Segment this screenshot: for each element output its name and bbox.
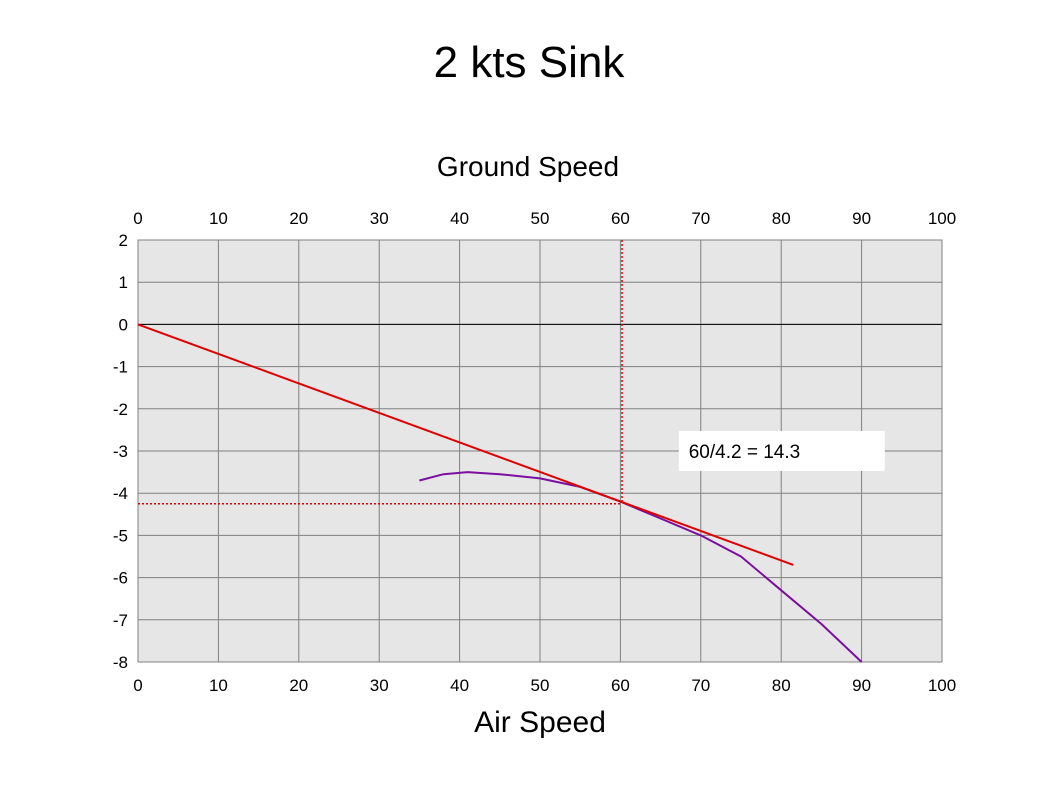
x-tick-label-top: 50 bbox=[531, 209, 550, 228]
x-tick-label-top: 80 bbox=[772, 209, 791, 228]
y-tick-label: -3 bbox=[113, 442, 128, 461]
y-tick-label: -1 bbox=[113, 358, 128, 377]
y-tick-label: -7 bbox=[113, 611, 128, 630]
y-tick-label: 1 bbox=[119, 273, 128, 292]
x-tick-label-bottom: 40 bbox=[450, 676, 469, 695]
x-tick-label-top: 0 bbox=[133, 209, 142, 228]
x-tick-label-top: 40 bbox=[450, 209, 469, 228]
y-tick-label: -8 bbox=[113, 653, 128, 672]
slide-title: 2 kts Sink bbox=[433, 38, 625, 87]
x-tick-label-bottom: 70 bbox=[691, 676, 710, 695]
top-x-tick-labels: 0 10 20 30 40 50 60 70 80 90 100 bbox=[133, 209, 956, 228]
x-tick-label-bottom: 100 bbox=[928, 676, 956, 695]
x-tick-label-bottom: 30 bbox=[370, 676, 389, 695]
x-tick-label-bottom: 0 bbox=[133, 676, 142, 695]
y-tick-labels: 2 1 0 -1 -2 -3 -4 -5 -6 -7 -8 bbox=[113, 231, 128, 672]
plot-border bbox=[137, 239, 943, 663]
chart-title: Ground Speed bbox=[437, 151, 619, 182]
x-tick-label-bottom: 10 bbox=[209, 676, 228, 695]
x-tick-label-bottom: 60 bbox=[611, 676, 630, 695]
annotation-box bbox=[678, 431, 885, 471]
bottom-x-tick-labels: 0 10 20 30 40 50 60 70 80 90 100 bbox=[133, 676, 956, 695]
x-tick-label-top: 70 bbox=[691, 209, 710, 228]
y-tick-label: 2 bbox=[119, 231, 128, 250]
annotations: 60/4.2 = 14.3 bbox=[678, 431, 885, 471]
x-tick-label-top: 30 bbox=[370, 209, 389, 228]
x-tick-label-top: 90 bbox=[852, 209, 871, 228]
guide-lines bbox=[138, 240, 623, 505]
x-tick-label-top: 100 bbox=[928, 209, 956, 228]
x-tick-label-top: 60 bbox=[611, 209, 630, 228]
x-tick-label-bottom: 90 bbox=[852, 676, 871, 695]
y-tick-label: -2 bbox=[113, 400, 128, 419]
x-axis-title: Air Speed bbox=[474, 706, 606, 739]
x-tick-label-top: 10 bbox=[209, 209, 228, 228]
x-tick-label-bottom: 20 bbox=[289, 676, 308, 695]
data-series bbox=[137, 323, 863, 663]
x-tick-label-top: 20 bbox=[289, 209, 308, 228]
y-tick-label: -5 bbox=[113, 526, 128, 545]
y-tick-label: -4 bbox=[113, 484, 128, 503]
x-tick-label-bottom: 80 bbox=[772, 676, 791, 695]
x-tick-label-bottom: 50 bbox=[531, 676, 550, 695]
y-tick-label: -6 bbox=[113, 569, 128, 588]
series-line-2 bbox=[137, 323, 794, 566]
annotation-label: 60/4.2 = 14.3 bbox=[689, 442, 800, 463]
y-tick-label: 0 bbox=[119, 315, 128, 334]
